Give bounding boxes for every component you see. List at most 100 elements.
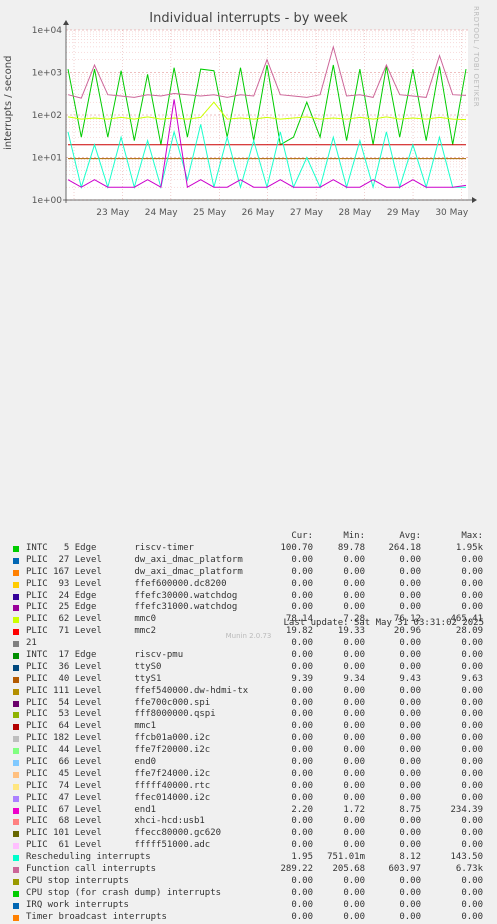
legend-max: 6.73k — [455, 864, 483, 875]
x-tick-label: 27 May — [290, 208, 324, 218]
legend-swatch — [13, 712, 19, 719]
legend-min: 205.68 — [332, 864, 365, 875]
legend-cur: 0.00 — [291, 875, 313, 886]
legend-name: Function call interrupts — [26, 864, 157, 875]
legend-avg: 0.00 — [399, 816, 421, 827]
legend-min: 9.34 — [343, 673, 365, 684]
legend-max: 0.00 — [461, 661, 483, 672]
legend-min: 0.00 — [343, 887, 365, 898]
legend-max: 0.00 — [461, 780, 483, 791]
legend-name: PLIC 44 Level ffe7f20000.i2c — [26, 745, 211, 756]
legend-cur: 0.00 — [291, 554, 313, 565]
y-tick-label: 1e+04 — [32, 26, 63, 36]
legend-cur: 9.39 — [291, 673, 313, 684]
legend-row: PLIC 101 Level ffecc80000.gc620 0.00 0.00 0… — [0, 828, 497, 840]
legend-row: PLIC 24 Edge ffefc30000.watchdog 0.00 0.00… — [0, 591, 497, 603]
legend-avg: 8.12 — [399, 852, 421, 863]
legend-row: PLIC 36 Level ttyS0 0.00 0.00 0.00 0.00 — [0, 662, 497, 674]
legend-name: PLIC 71 Level mmc2 — [26, 626, 157, 637]
legend-row: PLIC 93 Level ffef600000.dc8200 0.00 0.00 0… — [0, 579, 497, 591]
legend-avg: 20.96 — [393, 626, 421, 637]
legend-min: 0.00 — [343, 780, 365, 791]
legend-name: PLIC 101 Level ffecc80000.gc620 — [26, 828, 222, 839]
legend-row: Rescheduling interrupts 1.95 751.01m 8.12 14… — [0, 852, 497, 864]
legend-max: 0.00 — [461, 578, 483, 589]
legend-row: PLIC 111 Level ffef540000.dw-hdmi-tx 0.00… — [0, 686, 497, 698]
legend-cur: 78.14 — [285, 614, 313, 625]
legend-name: CPU stop interrupts — [26, 875, 129, 886]
legend-min: 19.33 — [337, 626, 365, 637]
legend-max: 0.00 — [461, 685, 483, 696]
legend-row: PLIC 64 Level mmc1 0.00 0.00 0.00 0.00 — [0, 721, 497, 733]
legend-row: INTC 17 Edge riscv-pmu 0.00 0.00 0.00 0.00 — [0, 650, 497, 662]
legend-max: 0.00 — [461, 721, 483, 732]
legend-swatch — [13, 557, 19, 564]
x-axis-arrow — [472, 197, 477, 203]
legend-min: 0.00 — [343, 697, 365, 708]
legend-min: 0.00 — [343, 899, 365, 910]
legend-avg: 0.00 — [399, 733, 421, 744]
x-tick-label: 26 May — [242, 208, 276, 218]
legend-name: PLIC 24 Edge ffefc30000.watchdog — [26, 590, 238, 601]
legend-cur: 0.00 — [291, 709, 313, 720]
legend-cur: 0.00 — [291, 590, 313, 601]
legend-cur: 0.00 — [291, 733, 313, 744]
legend-name: INTC 17 Edge riscv-pmu — [26, 650, 184, 661]
legend-swatch — [13, 867, 19, 874]
legend-swatch — [13, 890, 19, 897]
legend-name: PLIC 182 Level ffcb01a000.i2c — [26, 733, 211, 744]
legend-swatch — [13, 676, 19, 683]
legend-cur: 0.00 — [291, 911, 313, 922]
legend-row: PLIC 67 Level end1 2.20 1.72 8.75 234.39 — [0, 805, 497, 817]
legend-avg: 0.00 — [399, 590, 421, 601]
legend-row: INTC 5 Edge riscv-timer 100.70 89.78 264.18… — [0, 543, 497, 555]
legend-max: 0.00 — [461, 554, 483, 565]
legend-min: 0.00 — [343, 578, 365, 589]
legend-avg: 0.00 — [399, 638, 421, 649]
legend-min: 0.00 — [343, 590, 365, 601]
y-axis-arrow — [63, 20, 69, 25]
legend: INTC 5 Edge riscv-timer 100.70 89.78 264.18… — [0, 543, 497, 924]
legend-avg: 0.00 — [399, 780, 421, 791]
legend-min: 0.00 — [343, 840, 365, 851]
legend-name: PLIC 54 Level ffe700c000.spi — [26, 697, 211, 708]
legend-min: 0.00 — [343, 875, 365, 886]
legend-max: 465.41 — [450, 614, 483, 625]
legend-swatch — [13, 855, 19, 862]
legend-swatch — [13, 629, 19, 636]
legend-name: IRQ work interrupts — [26, 899, 129, 910]
legend-name: CPU stop (for crash dump) interrupts — [26, 887, 222, 898]
legend-row: PLIC 54 Level ffe700c000.spi 0.00 0.00 0.00… — [0, 698, 497, 710]
y-tick-label: 1e+03 — [32, 69, 62, 79]
legend-row: IRQ work interrupts 0.00 0.00 0.00 0.00 — [0, 900, 497, 912]
legend-avg: 0.00 — [399, 875, 421, 886]
legend-min: 0.00 — [343, 661, 365, 672]
legend-max: 0.00 — [461, 899, 483, 910]
x-tick-label: 25 May — [193, 208, 227, 218]
y-tick-label: 1e+02 — [32, 111, 62, 121]
legend-row: PLIC 25 Edge ffefc31000.watchdog 0.00 0.00… — [0, 602, 497, 614]
legend-cur: 2.20 — [291, 804, 313, 815]
legend-avg: 603.97 — [388, 864, 421, 875]
legend-row: PLIC 66 Level end0 0.00 0.00 0.00 0.00 — [0, 757, 497, 769]
legend-min: 0.00 — [343, 566, 365, 577]
legend-cur: 289.22 — [280, 864, 313, 875]
legend-cur: 0.00 — [291, 721, 313, 732]
legend-avg: 0.00 — [399, 685, 421, 696]
legend-min: 0.00 — [343, 602, 365, 613]
legend-max: 0.00 — [461, 602, 483, 613]
legend-row: PLIC 62 Level mmc0 78.14 7.28 76.12 465.41 — [0, 614, 497, 626]
legend-max: 0.00 — [461, 875, 483, 886]
legend-row: PLIC 40 Level ttyS1 9.39 9.34 9.43 9.63 — [0, 674, 497, 686]
legend-name: PLIC 68 Level xhci-hcd:usb1 — [26, 816, 205, 827]
legend-swatch — [13, 593, 19, 600]
legend-avg: 0.00 — [399, 721, 421, 732]
legend-swatch — [13, 641, 19, 648]
legend-swatch — [13, 843, 19, 850]
legend-min: 0.00 — [343, 721, 365, 732]
legend-swatch — [13, 795, 19, 802]
legend-avg: 0.00 — [399, 757, 421, 768]
legend-cur: 0.00 — [291, 887, 313, 898]
chart-title: Individual interrupts - by week — [149, 11, 348, 26]
legend-swatch — [13, 664, 19, 671]
